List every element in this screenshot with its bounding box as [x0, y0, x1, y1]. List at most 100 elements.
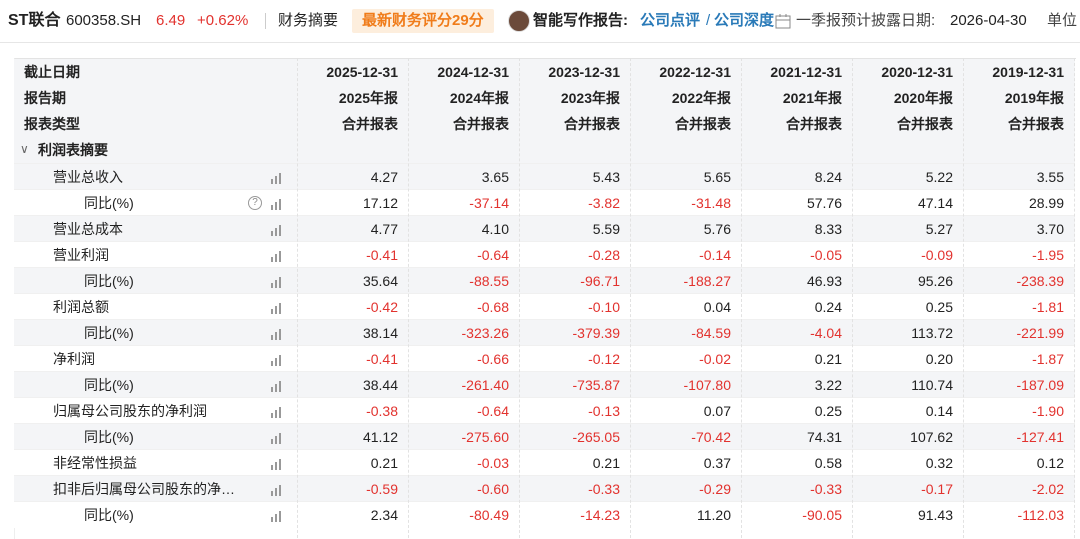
value-cell: -127.41: [1016, 429, 1064, 445]
chevron: ∨: [20, 142, 29, 156]
value-cell: -261.40: [461, 377, 509, 393]
column-divider: [519, 58, 520, 538]
report-link[interactable]: 公司点评: [640, 12, 701, 29]
value-cell: 0.07: [703, 403, 731, 419]
header-cell: 合并报表: [564, 116, 620, 132]
row-label: 扣非后归属母公司股东的净…: [53, 481, 235, 497]
disclosure-date: 2026-04-30: [950, 12, 1027, 29]
header-cell: 2025年报: [338, 90, 398, 106]
value-cell: 0.58: [814, 455, 842, 471]
top-bar: ST联合 600358.SH 6.49 +0.62% 财务摘要 最新财务评分29…: [0, 0, 1080, 43]
value-cell: -0.03: [477, 455, 509, 471]
value-cell: -84.59: [691, 325, 731, 341]
section-title: 利润表摘要: [38, 142, 108, 158]
value-cell: 4.10: [481, 221, 509, 237]
row-label: 净利润: [53, 351, 95, 367]
value-cell: -0.13: [588, 403, 620, 419]
data-row: 归属母公司股东的净利润 -0.38 -0.64 -0.13 0.07 0.25 0.14 -1…: [14, 397, 1075, 424]
change: +0.62%: [197, 12, 249, 29]
chart-icon: [270, 379, 284, 392]
header-cell: 2019-12-31: [992, 64, 1064, 80]
data-row: 同比(%) 35.64 -88.55 -96.71 -188.27 46.93 95.26 -…: [14, 267, 1075, 294]
value-cell: -0.33: [588, 481, 620, 497]
row-label: 同比(%): [84, 273, 134, 289]
chart-icon: [270, 431, 284, 444]
value-cell: -90.05: [802, 507, 842, 523]
value-cell: -0.42: [366, 299, 398, 315]
value-cell: -0.02: [699, 351, 731, 367]
value-cell: 28.99: [1028, 195, 1064, 211]
data-row: 同比(%) 41.12 -275.60 -265.05 -70.42 74.31 107.6…: [14, 423, 1075, 450]
avatar: [508, 10, 530, 32]
value-cell: 0.04: [703, 299, 731, 315]
report-label: 智能写作报告:: [533, 12, 628, 29]
value-cell: 5.43: [592, 169, 620, 185]
score-badge[interactable]: 最新财务评分29分: [352, 9, 494, 33]
calendar-icon: [775, 14, 791, 29]
row-label: 营业总成本: [53, 221, 123, 237]
column-divider: [741, 58, 742, 538]
row-label: 同比(%): [84, 377, 134, 393]
value-cell: -0.14: [699, 247, 731, 263]
data-row: 非经常性损益 0.21 -0.03 0.21 0.37 0.58 0.32 0.12: [14, 449, 1075, 476]
value-cell: -3.82: [588, 195, 620, 211]
column-divider: [1074, 58, 1075, 538]
value-cell: -88.55: [469, 273, 509, 289]
header-cell: 合并报表: [786, 116, 842, 132]
value-cell: -96.71: [580, 273, 620, 289]
value-cell: -4.04: [810, 325, 842, 341]
value-cell: -221.99: [1016, 325, 1064, 341]
report-link[interactable]: 公司深度: [714, 12, 775, 29]
value-cell: 0.37: [703, 455, 731, 471]
value-cell: 95.26: [917, 273, 953, 289]
data-row: 营业总收入 4.27 3.65 5.43 5.65 8.24 5.22 3.55: [14, 163, 1075, 190]
data-row: 同比(%) 38.44 -261.40 -735.87 -107.80 3.22 110.7…: [14, 371, 1075, 398]
value-cell: -0.64: [477, 247, 509, 263]
value-cell: -112.03: [1017, 507, 1064, 523]
header-cell: 合并报表: [675, 116, 731, 132]
value-cell: 4.27: [370, 169, 398, 185]
data-row: 利润总额 -0.42 -0.68 -0.10 0.04 0.24 0.25 -1.81: [14, 293, 1075, 320]
value-cell: 38.14: [362, 325, 398, 341]
value-cell: -0.64: [477, 403, 509, 419]
value-cell: -70.42: [691, 429, 731, 445]
value-cell: 11.20: [697, 507, 731, 523]
value-cell: -187.09: [1016, 377, 1064, 393]
row-label: 营业总收入: [53, 169, 123, 185]
value-cell: -0.28: [588, 247, 620, 263]
chart-icon: [270, 509, 284, 522]
value-cell: -0.38: [366, 403, 398, 419]
value-cell: -0.59: [366, 481, 398, 497]
header-cell: 2020-12-31: [881, 64, 953, 80]
data-row: 营业利润 -0.41 -0.64 -0.28 -0.14 -0.05 -0.09 -1.95: [14, 241, 1075, 268]
value-cell: 5.76: [703, 221, 731, 237]
value-cell: 35.64: [362, 273, 398, 289]
stock-name: ST联合: [8, 12, 61, 29]
value-cell: -31.48: [691, 195, 731, 211]
value-cell: 47.14: [917, 195, 953, 211]
value-cell: -0.29: [699, 481, 731, 497]
value-cell: -14.23: [580, 507, 620, 523]
value-cell: 0.25: [814, 403, 842, 419]
header-row: 截止日期 2025-12-31 2024-12-31 2023-12-31 2022-1…: [14, 59, 1075, 85]
value-cell: -80.49: [469, 507, 509, 523]
value-cell: 46.93: [806, 273, 842, 289]
row-label: 同比(%): [84, 429, 134, 445]
value-cell: 17.12: [362, 195, 398, 211]
chart-icon: [270, 171, 284, 184]
value-cell: -188.27: [683, 273, 731, 289]
unit-label: 单位: [1047, 12, 1078, 29]
header-cell: 2023-12-31: [548, 64, 620, 80]
value-cell: 3.55: [1036, 169, 1064, 185]
data-row: 同比(%) 38.14 -323.26 -379.39 -84.59 -4.04 113.7…: [14, 319, 1075, 346]
value-cell: 0.25: [925, 299, 953, 315]
tab[interactable]: 财务摘要: [278, 12, 339, 29]
header-cell: 2022-12-31: [659, 64, 731, 80]
disclosure-label: 一季报预计披露日期:: [796, 12, 936, 29]
separator: /: [706, 12, 711, 29]
stock-code: 600358.SH: [66, 12, 142, 29]
chart-icon: [270, 223, 284, 236]
section-row: ∨ 利润表摘要: [14, 137, 1075, 163]
value-cell: -0.12: [588, 351, 620, 367]
